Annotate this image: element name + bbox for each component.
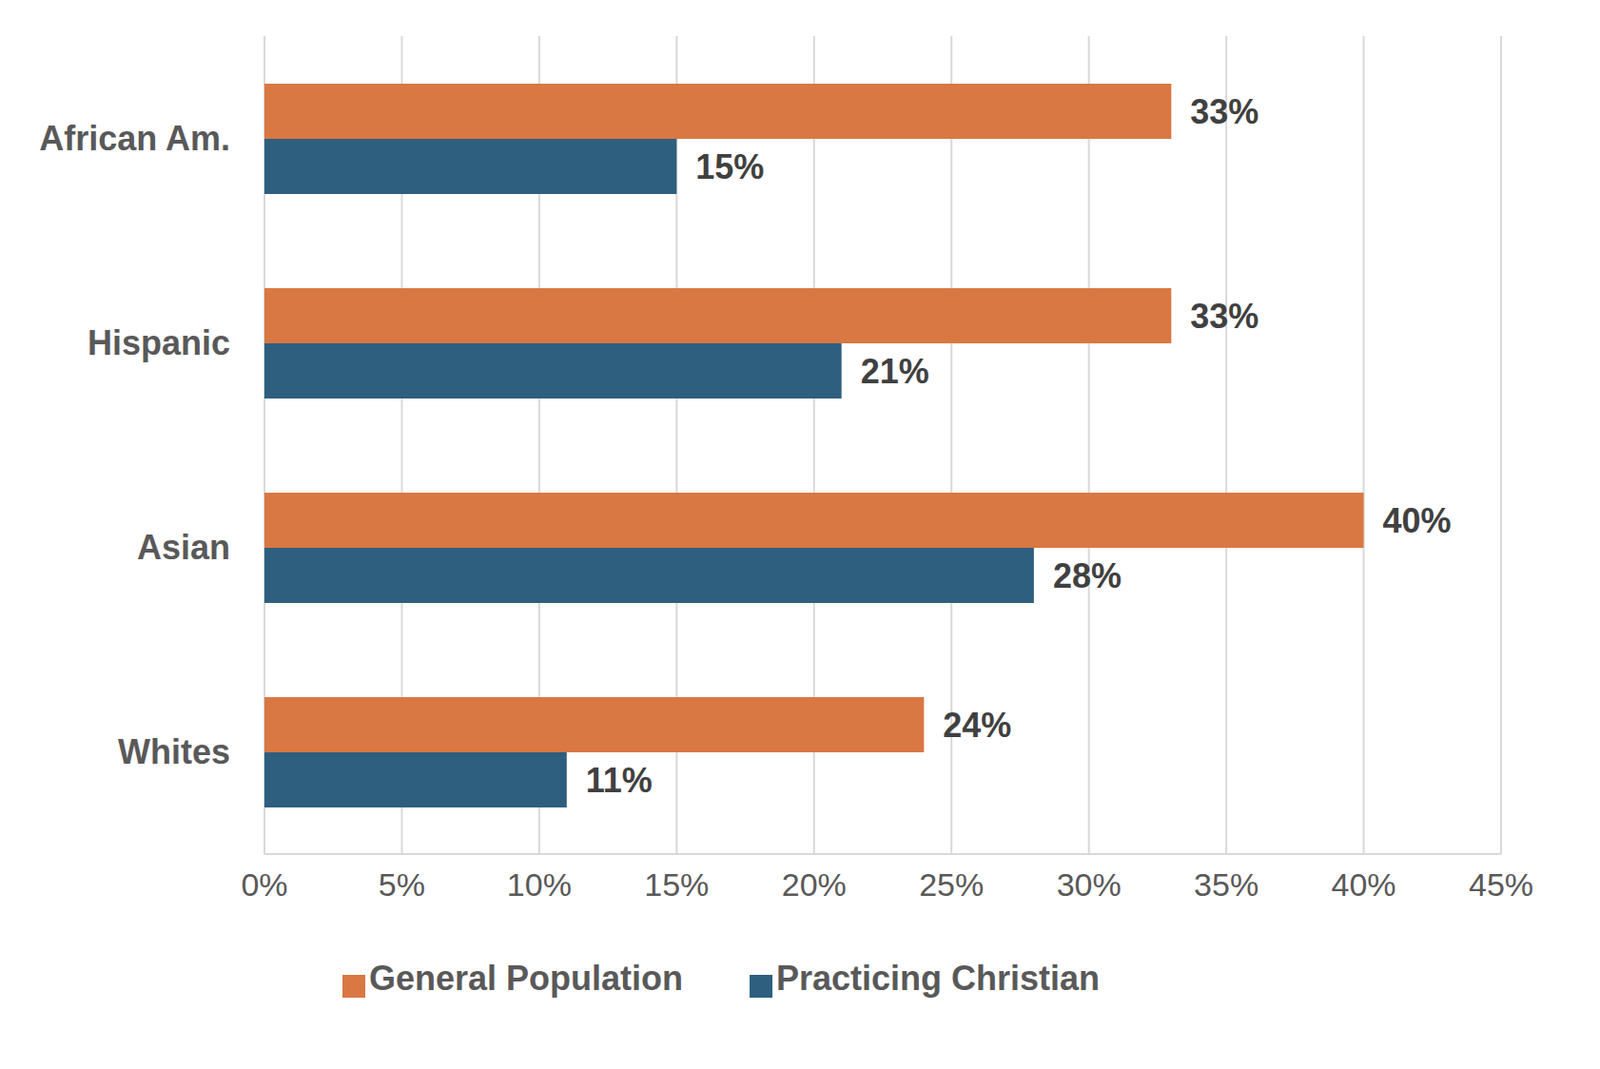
- svg-text:Asian: Asian: [136, 527, 231, 567]
- svg-text:Whites: Whites: [117, 732, 231, 772]
- svg-text:33%: 33%: [1190, 296, 1259, 336]
- svg-text:21%: 21%: [860, 351, 930, 391]
- svg-text:24%: 24%: [942, 705, 1012, 745]
- svg-text:28%: 28%: [1053, 556, 1122, 596]
- html-text:Practicing Christian: Practicing Christian: [776, 958, 1100, 998]
- svg-text:30%: 30%: [1056, 866, 1122, 903]
- svg-text:45%: 45%: [1468, 866, 1534, 903]
- svg-text:20%: 20%: [781, 866, 847, 903]
- svg-text:5%: 5%: [378, 866, 426, 903]
- svg-text:40%: 40%: [1331, 866, 1397, 903]
- svg-text:15%: 15%: [695, 147, 764, 187]
- svg-text:10%: 10%: [507, 866, 572, 903]
- svg-text:35%: 35%: [1193, 866, 1259, 903]
- svg-text:15%: 15%: [643, 866, 709, 903]
- svg-text:African Am.: African Am.: [39, 118, 231, 158]
- svg-text:Hispanic: Hispanic: [87, 323, 231, 363]
- svg-text:25%: 25%: [918, 866, 984, 903]
- svg-text:0%: 0%: [240, 866, 288, 903]
- svg-text:33%: 33%: [1190, 92, 1259, 132]
- svg-text:11%: 11%: [585, 760, 653, 800]
- html-text:General Population: General Population: [368, 958, 683, 998]
- svg-text:40%: 40%: [1383, 501, 1452, 541]
